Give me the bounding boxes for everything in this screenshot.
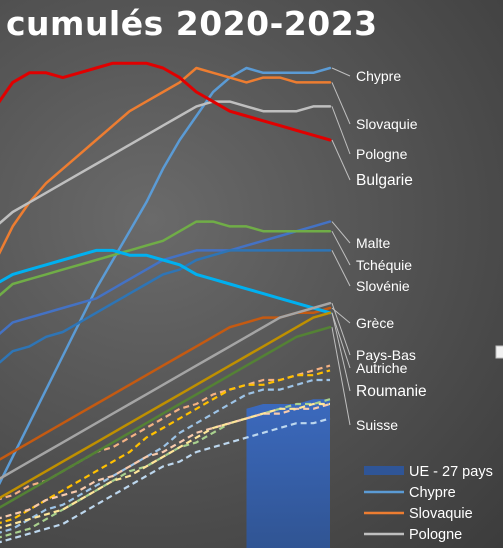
series-line-slovenie [0,249,332,364]
leader-line-malte [331,221,351,244]
series-line-suisse [0,325,332,509]
eu-area-fill [246,399,330,548]
leader-line-pologne [331,106,351,155]
series-label-slovaquie: Slovaquie [356,116,418,132]
main-series-layer [0,61,332,509]
legend-edge-marker [495,345,503,359]
series-line-tchequie [0,220,332,297]
legend: UE - 27 pays Chypre Slovaquie Pologne [364,464,493,543]
series-line-chypre [0,66,332,486]
leader-line-bulgarie [331,139,351,181]
leader-line-slovenie [331,250,351,287]
legend-label-chypre: Chypre [409,485,456,501]
leader-line-tchequie [331,230,351,266]
legend-swatch-eu [364,466,404,475]
chart-title: cumulés 2020-2023 [6,4,378,43]
series-line-roumanie [0,248,332,315]
background-series-line-5 [0,402,331,520]
leader-line-autriche [331,312,351,369]
background-series-line-2 [0,369,331,524]
series-label-autriche: Autriche [356,360,408,376]
legend-label-slovaquie: Slovaquie [409,506,473,522]
series-label-bulgarie: Bulgarie [356,172,413,189]
eu-area-layer [246,399,330,548]
series-label-pays-bas: Pays-Bas [356,347,416,363]
background-series-line-6 [0,417,331,544]
legend-label-ue-27-pays: UE - 27 pays [409,464,493,480]
series-label-grece: Grèce [356,315,394,331]
background-series-line-7 [0,402,330,529]
series-label-roumanie: Roumanie [356,383,427,400]
series-label-suisse: Suisse [356,417,398,433]
series-line-bulgarie [0,61,332,142]
series-line-pologne [0,100,332,225]
background-series-line-3 [0,378,330,534]
series-label-slovenie: Slovénie [356,278,410,294]
leader-line-roumanie [331,312,351,392]
series-line-pays-bas [0,301,332,480]
series-labels-layer: Chypre Slovaquie Pologne Bulgarie Malte Tchéq… [331,67,503,433]
series-label-malte: Malte [356,235,390,251]
leader-line-suisse [331,327,351,426]
leader-line-pays-bas [331,303,351,356]
background-series-line-4 [0,398,331,539]
series-label-pologne: Pologne [356,146,408,162]
series-line-slovaquie [0,66,332,255]
series-label-tchequie: Tchéquie [356,257,412,273]
series-line-autriche [0,311,332,500]
legend-label-pologne: Pologne [409,527,462,543]
series-line-grece [0,306,332,461]
leader-line-slovaquie [331,82,351,125]
leader-line-chypre [331,67,351,77]
series-label-chypre: Chypre [356,68,401,84]
